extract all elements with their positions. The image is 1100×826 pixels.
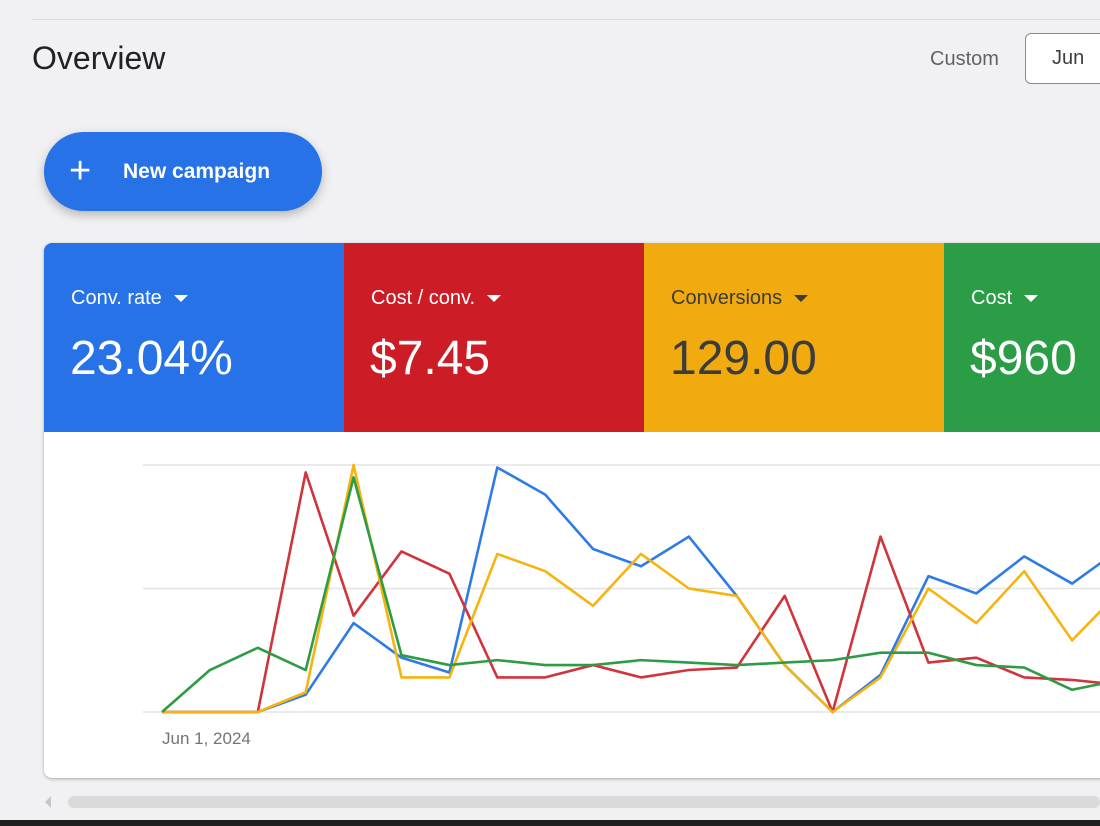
metric-tile[interactable]: Cost $960 [944,243,1100,432]
metric-tile[interactable]: Cost / conv. $7.45 [344,243,644,432]
metric-label-text: Conv. rate [71,287,162,309]
metric-label: Conversions [671,287,809,310]
metric-label: Conv. rate [71,287,188,310]
dropdown-arrow [794,295,809,303]
metric-value: 23.04% [70,332,233,385]
series-line [161,476,1100,713]
metric-label-text: Cost [971,287,1013,309]
divider [32,19,1100,20]
metric-label: Cost [971,287,1039,310]
plus-icon: + [69,150,92,192]
chart: Jun 1, 2024 [143,463,1100,748]
metric-value: $7.45 [370,332,491,385]
metric-label-text: Conversions [671,287,783,309]
metric-label: Cost / conv. [371,287,502,310]
page-title: Overview [32,40,166,76]
scroll-arrow[interactable] [45,796,51,808]
date-button[interactable]: Jun [1025,33,1100,84]
metric-tile[interactable]: Conversions 129.00 [644,243,944,432]
series-line [162,463,1100,714]
new-campaign-button[interactable]: + New campaign [44,132,322,211]
overview-card: Jun 1, 2024 Conv. rate 23.04% Cost / conv.… [44,243,1100,778]
metric-value: $960 [970,332,1077,385]
dropdown-arrow [173,295,188,303]
range-label: Custom [930,48,999,70]
scrollbar[interactable] [68,796,1100,808]
metric-value: 129.00 [670,332,817,385]
x-tick-label: Jun 1, 2024 [162,729,251,748]
metric-tile[interactable]: Conv. rate 23.04% [44,243,344,432]
metric-label-text: Cost / conv. [371,287,476,309]
series-line [162,466,1100,714]
button-label: New campaign [123,160,271,183]
taskbar [0,820,1100,826]
dropdown-arrow [487,295,502,303]
dropdown-arrow [1024,295,1039,303]
series-line [162,471,1100,714]
